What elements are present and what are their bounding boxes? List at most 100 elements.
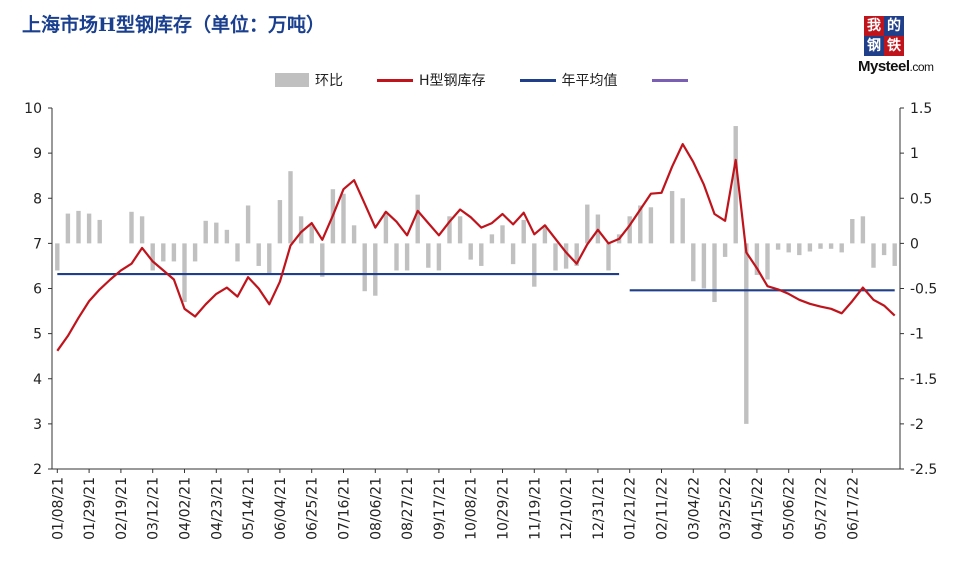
x-tick-label: 01/29/21: [82, 477, 98, 540]
x-tick-label: 10/29/21: [496, 477, 512, 540]
x-tick-label: 03/25/22: [718, 477, 734, 540]
bar-mom: [574, 243, 579, 266]
x-tick-label: 01/08/21: [50, 477, 66, 540]
left-tick-label: 6: [33, 282, 42, 298]
bar-mom: [65, 213, 71, 244]
legend-extra-swatch: [651, 78, 688, 82]
bar-mom: [850, 219, 855, 244]
right-tick-label: 0.5: [910, 191, 932, 207]
bar-mom: [680, 198, 685, 244]
bar-mom: [871, 243, 876, 268]
bar-mom: [669, 191, 675, 244]
bar-mom: [860, 216, 866, 244]
bar-mom: [712, 243, 717, 303]
bar-mom: [489, 234, 495, 244]
left-tick-label: 9: [33, 146, 42, 162]
bar-mom: [182, 243, 187, 303]
legend-average-swatch: [519, 78, 556, 82]
legend-inventory-swatch: [377, 78, 413, 82]
x-tick-label: 12/10/21: [559, 477, 575, 540]
bar-mom: [828, 243, 834, 249]
logo-char-4: 铁: [884, 36, 904, 56]
bar-mom: [722, 243, 728, 257]
bar-mom: [245, 205, 251, 244]
bar-mom: [192, 243, 198, 262]
x-tick-label: 11/19/21: [527, 477, 543, 540]
bar-mom: [267, 243, 272, 275]
bar-mom: [701, 243, 707, 289]
x-tick-label: 12/31/21: [591, 477, 607, 540]
chart-legend: 环比 H型钢库存 年平均值: [275, 69, 728, 91]
right-tick-label: -0.5: [910, 282, 937, 298]
legend-label-inventory: H型钢库存: [419, 73, 486, 89]
bar-mom: [744, 243, 749, 424]
left-tick-label: 3: [33, 417, 42, 433]
x-tick-label: 05/14/21: [241, 477, 257, 540]
bar-mom: [786, 243, 791, 253]
bar-mom: [203, 220, 208, 244]
bar-mom: [288, 171, 293, 244]
x-tick-label: 06/17/22: [845, 477, 861, 540]
legend-bar-swatch: [275, 73, 309, 87]
bar-mom: [500, 225, 505, 244]
bar-mom: [224, 229, 230, 244]
right-tick-label: -2.5: [910, 462, 937, 478]
bar-mom: [341, 193, 346, 244]
bar-mom: [150, 243, 155, 271]
bar-mom: [362, 243, 367, 292]
bar-mom: [691, 243, 696, 282]
logo-brand: Mysteel.com: [858, 58, 934, 75]
x-tick-label: 09/17/21: [432, 477, 448, 540]
bar-mom: [351, 225, 357, 244]
bar-mom: [129, 211, 134, 244]
right-tick-label: 1: [910, 146, 919, 162]
x-tick-label: 04/02/21: [178, 477, 194, 540]
bar-mom: [733, 126, 738, 244]
bar-mom: [171, 243, 177, 262]
x-tick-label: 02/11/22: [655, 477, 671, 540]
x-tick-label: 04/23/21: [209, 477, 225, 540]
bar-mom: [648, 207, 654, 244]
x-tick-label: 05/06/22: [782, 477, 798, 540]
bar-mom: [818, 243, 823, 249]
bar-mom: [415, 194, 420, 244]
left-tick-label: 7: [33, 236, 42, 252]
x-tick-label: 07/16/21: [337, 477, 353, 540]
bar-mom: [320, 243, 325, 277]
bar-mom: [468, 243, 473, 260]
bar-mom: [892, 243, 897, 266]
bar-mom: [638, 205, 643, 244]
bar-mom: [881, 243, 887, 256]
bar-mom: [532, 243, 537, 287]
x-tick-label: 10/08/21: [464, 477, 480, 540]
bar-mom: [256, 243, 261, 266]
legend-item-bar: 环比: [275, 70, 343, 90]
bar-mom: [839, 243, 844, 253]
bar-mom: [214, 222, 219, 244]
bar-mom: [797, 243, 802, 256]
logo-brand-suffix: .com: [909, 60, 935, 74]
left-tick-label: 5: [33, 327, 42, 343]
page-title: 上海市场H型钢库存（单位：万吨）: [22, 14, 325, 36]
bar-mom: [426, 243, 431, 268]
bar-mom: [373, 243, 378, 296]
bar-mom: [436, 243, 442, 271]
x-tick-label: 03/12/21: [146, 477, 162, 540]
bar-mom: [754, 243, 760, 275]
bar-mom: [97, 219, 102, 244]
bar-mom: [277, 200, 283, 244]
right-tick-label: 1.5: [910, 101, 932, 117]
left-tick-label: 8: [33, 191, 42, 207]
x-tick-label: 06/04/21: [273, 477, 289, 540]
x-tick-label: 03/04/22: [686, 477, 702, 540]
legend-label-bar: 环比: [315, 73, 343, 89]
bar-mom: [309, 225, 314, 244]
left-tick-label: 10: [24, 101, 42, 117]
x-tick-label: 08/06/21: [368, 477, 384, 540]
bar-mom: [627, 216, 632, 244]
bar-mom: [298, 216, 304, 244]
x-tick-label: 08/27/21: [400, 477, 416, 540]
bar-mom: [606, 243, 611, 271]
bar-mom: [457, 216, 463, 244]
